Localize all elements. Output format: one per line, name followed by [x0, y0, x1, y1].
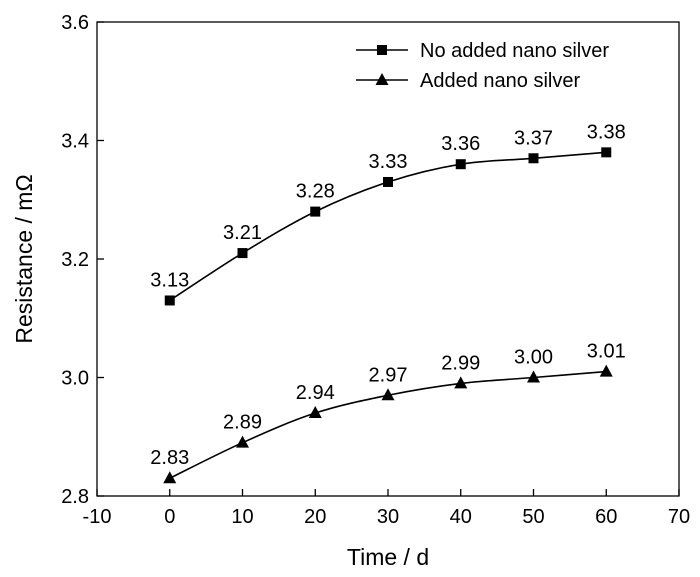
data-label-series-2: 3.00 — [514, 347, 553, 369]
legend-label-1: No added nano silver — [420, 40, 609, 62]
data-point-series-1 — [237, 248, 248, 259]
x-tick-label: 60 — [595, 506, 617, 528]
data-label-series-2: 2.94 — [296, 382, 335, 404]
series-markers — [163, 147, 613, 484]
data-label-series-1: 3.36 — [441, 133, 480, 155]
data-label-series-2: 2.97 — [369, 364, 408, 386]
x-tick-label: -10 — [83, 506, 112, 528]
data-label-series-2: 2.83 — [150, 447, 189, 469]
data-point-series-2 — [308, 406, 322, 419]
y-tick-label: 3.0 — [61, 368, 89, 390]
y-tick-label: 3.2 — [61, 249, 89, 271]
data-point-series-1 — [310, 206, 321, 217]
x-tick-label: 20 — [304, 506, 326, 528]
data-point-series-2 — [381, 388, 395, 401]
data-label-series-1: 3.28 — [296, 181, 335, 203]
data-point-series-2 — [599, 364, 613, 377]
legend: No added nano silver Added nano silver — [356, 40, 609, 92]
data-labels: 3.13 3.21 3.28 3.33 3.36 3.37 3.38 2.83 2.89 2.94… — [150, 121, 625, 469]
x-axis-title: Time / d — [347, 544, 429, 570]
axis-ticks — [96, 21, 680, 497]
data-point-series-2 — [163, 471, 177, 484]
data-label-series-1: 3.37 — [514, 127, 553, 149]
x-tick-label: 30 — [377, 506, 399, 528]
data-point-series-1 — [164, 295, 175, 306]
x-tick-label: 50 — [522, 506, 544, 528]
y-tick-label: 2.8 — [61, 486, 89, 508]
data-label-series-1: 3.38 — [587, 121, 626, 143]
plot-frame — [96, 21, 680, 497]
data-point-series-2 — [454, 376, 468, 389]
data-point-series-2 — [527, 370, 540, 383]
legend-label-2: Added nano silver — [420, 70, 580, 92]
y-axis-title: Resistance / mΩ — [11, 174, 37, 343]
x-tick-label: 40 — [450, 506, 472, 528]
data-label-series-1: 3.13 — [150, 269, 189, 291]
legend-marker-2 — [375, 73, 389, 85]
x-tick-label: 0 — [164, 506, 175, 528]
data-label-series-1: 3.33 — [369, 151, 408, 173]
data-label-series-2: 3.01 — [587, 341, 626, 363]
x-tick-label: 10 — [231, 506, 253, 528]
y-tick-label: 3.4 — [61, 131, 89, 153]
data-label-series-2: 2.89 — [223, 412, 262, 434]
data-point-series-1 — [528, 153, 539, 164]
legend-marker-1 — [377, 45, 387, 55]
data-point-series-1 — [601, 147, 612, 158]
data-point-series-1 — [383, 176, 393, 187]
data-label-series-2: 2.99 — [441, 352, 480, 374]
data-point-series-2 — [236, 435, 249, 448]
axis-tick-labels: -10 0 10 20 30 40 50 60 70 2.8 3.0 3.2 3.4 3.6 — [61, 12, 690, 528]
data-label-series-1: 3.21 — [223, 222, 262, 244]
data-point-series-1 — [455, 159, 466, 170]
x-tick-label: 70 — [668, 506, 690, 528]
y-tick-label: 3.6 — [61, 12, 89, 34]
